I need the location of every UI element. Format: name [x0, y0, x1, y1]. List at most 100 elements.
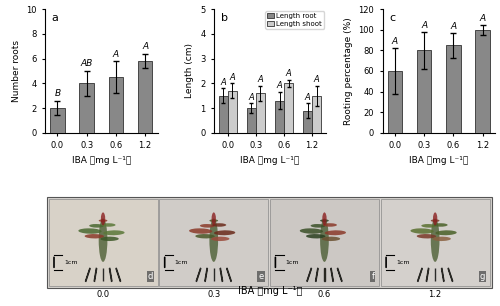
Ellipse shape — [78, 228, 102, 234]
Text: 0.6: 0.6 — [318, 290, 331, 299]
Text: 1cm: 1cm — [64, 260, 78, 265]
Text: 0.0: 0.0 — [96, 290, 110, 299]
FancyArrow shape — [331, 268, 334, 281]
Y-axis label: Rooting percentage (%): Rooting percentage (%) — [344, 17, 353, 125]
Ellipse shape — [433, 212, 438, 226]
Text: 0.3: 0.3 — [207, 290, 220, 299]
FancyArrow shape — [116, 268, 120, 281]
Text: A: A — [258, 75, 264, 84]
Bar — [388, 71, 402, 133]
Text: A: A — [276, 81, 282, 91]
Ellipse shape — [416, 234, 436, 238]
FancyBboxPatch shape — [47, 197, 492, 288]
Text: b: b — [220, 13, 228, 23]
Bar — [138, 61, 152, 133]
Bar — [303, 110, 312, 133]
Bar — [417, 50, 432, 133]
FancyArrow shape — [442, 268, 444, 281]
Text: e: e — [258, 272, 264, 281]
Ellipse shape — [310, 224, 325, 228]
Legend: Length root, Length shoot: Length root, Length shoot — [265, 11, 324, 29]
Bar — [476, 30, 490, 133]
Bar — [80, 83, 94, 133]
FancyArrow shape — [307, 268, 312, 281]
FancyArrow shape — [110, 268, 112, 281]
Text: 1cm: 1cm — [396, 260, 409, 265]
FancyArrow shape — [316, 268, 318, 281]
Text: g: g — [480, 272, 485, 281]
Text: B: B — [54, 89, 60, 98]
FancyArrow shape — [226, 268, 232, 281]
Ellipse shape — [214, 230, 236, 235]
Text: A: A — [142, 42, 148, 51]
Text: A: A — [450, 22, 456, 31]
Text: f: f — [372, 272, 374, 281]
FancyArrow shape — [418, 268, 422, 281]
X-axis label: IBA （mg L⁻¹）: IBA （mg L⁻¹） — [409, 156, 469, 165]
Bar — [108, 77, 123, 133]
Ellipse shape — [100, 237, 119, 241]
Ellipse shape — [212, 223, 226, 227]
Ellipse shape — [200, 224, 214, 228]
Ellipse shape — [189, 228, 212, 234]
Text: A: A — [392, 37, 398, 46]
Ellipse shape — [102, 223, 116, 227]
Ellipse shape — [210, 218, 218, 262]
Text: 1cm: 1cm — [286, 260, 299, 265]
Bar — [256, 93, 265, 133]
Text: AB: AB — [80, 59, 93, 69]
Text: IBA （mg L⁻¹）: IBA （mg L⁻¹） — [238, 286, 302, 296]
Text: A: A — [286, 69, 292, 78]
Text: A: A — [314, 75, 320, 84]
FancyArrow shape — [86, 268, 90, 281]
Text: c: c — [389, 13, 396, 23]
Ellipse shape — [98, 218, 108, 262]
Ellipse shape — [89, 224, 104, 228]
Ellipse shape — [324, 230, 346, 235]
Ellipse shape — [300, 228, 323, 234]
Ellipse shape — [323, 223, 337, 227]
Ellipse shape — [432, 237, 451, 241]
Ellipse shape — [320, 218, 329, 262]
Bar — [48, 199, 158, 286]
Bar — [270, 199, 379, 286]
Ellipse shape — [84, 234, 104, 238]
Text: A: A — [480, 13, 486, 23]
Y-axis label: Length (cm): Length (cm) — [186, 43, 194, 99]
FancyArrow shape — [448, 268, 453, 281]
Ellipse shape — [196, 234, 215, 238]
Bar — [228, 91, 237, 133]
FancyArrow shape — [220, 268, 222, 281]
Ellipse shape — [212, 212, 216, 226]
X-axis label: IBA （mg L⁻¹）: IBA （mg L⁻¹） — [240, 156, 300, 165]
Y-axis label: Number roots: Number roots — [12, 40, 20, 102]
Text: A: A — [113, 50, 119, 59]
Text: 1.2: 1.2 — [428, 290, 442, 299]
Bar — [247, 108, 256, 133]
Text: 1cm: 1cm — [174, 260, 188, 265]
Text: a: a — [52, 13, 59, 23]
FancyArrow shape — [426, 268, 429, 281]
Ellipse shape — [101, 212, 105, 226]
Text: A: A — [220, 78, 226, 87]
FancyArrow shape — [205, 268, 208, 281]
Ellipse shape — [434, 223, 448, 227]
Text: A: A — [230, 73, 235, 82]
Bar — [160, 199, 268, 286]
X-axis label: IBA （mg L⁻¹）: IBA （mg L⁻¹） — [72, 156, 131, 165]
Bar — [284, 83, 293, 133]
Ellipse shape — [431, 219, 440, 222]
FancyArrow shape — [196, 268, 201, 281]
Bar — [275, 101, 284, 133]
Ellipse shape — [320, 219, 329, 222]
Ellipse shape — [210, 219, 218, 222]
Ellipse shape — [431, 218, 440, 262]
Text: A: A — [248, 93, 254, 102]
Text: d: d — [148, 272, 153, 281]
Ellipse shape — [410, 228, 434, 234]
Bar — [50, 108, 64, 133]
FancyArrow shape — [338, 268, 342, 281]
Ellipse shape — [422, 224, 436, 228]
Ellipse shape — [98, 219, 108, 222]
Ellipse shape — [322, 237, 340, 241]
